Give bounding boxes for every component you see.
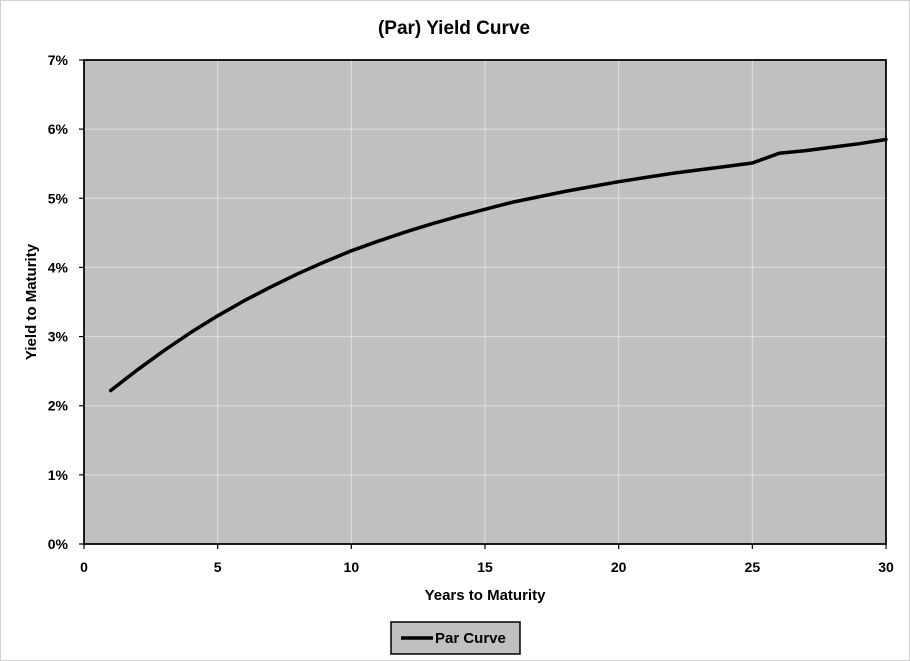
- x-tick-labels: 0 5 10 15 20 25 30: [80, 559, 894, 575]
- x-tick-label: 0: [80, 559, 88, 575]
- y-tick-label: 0%: [48, 536, 69, 552]
- x-axis-title: Years to Maturity: [425, 587, 547, 604]
- y-tick-label: 3%: [48, 329, 69, 345]
- y-tick-label: 6%: [48, 121, 69, 137]
- series-layer: [108, 137, 888, 393]
- x-tick-label: 20: [611, 559, 627, 575]
- plot-border: [83, 59, 887, 545]
- x-tick-label: 15: [477, 559, 493, 575]
- legend: Par Curve: [390, 621, 521, 655]
- x-tick-label: 25: [745, 559, 761, 575]
- y-tick-label: 7%: [48, 52, 69, 68]
- x-tick-label: 10: [344, 559, 360, 575]
- y-axis-title: Yield to Maturity: [23, 243, 40, 360]
- y-tick-label: 1%: [48, 467, 69, 483]
- y-tick-label: 2%: [48, 398, 69, 414]
- series-line-par-curve: [108, 137, 888, 393]
- y-tick-label: 4%: [48, 259, 69, 275]
- x-tick-label: 30: [878, 559, 894, 575]
- grid-lines: [79, 59, 887, 549]
- x-tick-label: 5: [214, 559, 222, 575]
- legend-label-par-curve: Par Curve: [435, 630, 506, 647]
- y-tick-labels: 0% 1% 2% 3% 4% 5% 6% 7%: [48, 52, 69, 552]
- chart-title: (Par) Yield Curve: [378, 18, 530, 39]
- y-tick-label: 5%: [48, 190, 69, 206]
